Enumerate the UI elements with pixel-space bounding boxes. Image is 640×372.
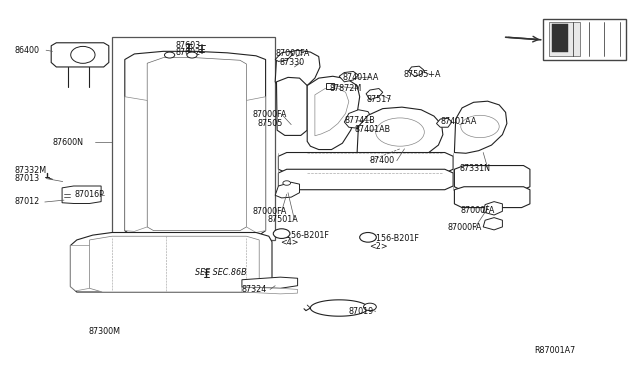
Circle shape: [283, 181, 291, 185]
Circle shape: [360, 232, 376, 242]
Text: 87401AA: 87401AA: [342, 73, 379, 81]
Text: 87332M: 87332M: [14, 166, 46, 175]
Text: 87300M: 87300M: [88, 327, 120, 336]
Text: <2>: <2>: [369, 242, 388, 251]
Polygon shape: [278, 169, 453, 190]
Text: 87000FA: 87000FA: [461, 206, 495, 215]
Polygon shape: [62, 186, 101, 203]
Polygon shape: [70, 246, 90, 291]
Text: 87016P: 87016P: [74, 190, 104, 199]
Polygon shape: [326, 83, 334, 89]
Polygon shape: [246, 97, 266, 232]
Text: 87331N: 87331N: [460, 164, 490, 173]
Polygon shape: [315, 88, 349, 136]
Text: 87741B: 87741B: [344, 116, 375, 125]
Polygon shape: [51, 43, 109, 67]
Polygon shape: [275, 50, 320, 93]
Polygon shape: [70, 232, 272, 292]
Text: 87602: 87602: [176, 48, 201, 57]
Text: R87001A7: R87001A7: [534, 346, 575, 355]
Polygon shape: [307, 76, 360, 150]
Circle shape: [461, 115, 499, 138]
Polygon shape: [357, 125, 370, 134]
Polygon shape: [454, 187, 530, 208]
Text: <4>: <4>: [280, 238, 298, 247]
Polygon shape: [242, 277, 298, 288]
Polygon shape: [125, 51, 266, 235]
Text: 87000FA: 87000FA: [448, 223, 483, 232]
Polygon shape: [344, 110, 371, 128]
Text: SEE SEC.86B: SEE SEC.86B: [195, 268, 247, 277]
Text: 87324: 87324: [242, 285, 267, 294]
Polygon shape: [357, 107, 443, 158]
Polygon shape: [436, 118, 452, 127]
Text: 08156-B201F: 08156-B201F: [276, 231, 330, 240]
Text: 87000FA: 87000FA: [253, 207, 287, 216]
Polygon shape: [552, 24, 568, 52]
Polygon shape: [454, 166, 530, 190]
Polygon shape: [483, 218, 502, 230]
Circle shape: [376, 118, 424, 146]
Text: 87330: 87330: [280, 58, 305, 67]
Polygon shape: [278, 153, 453, 173]
Polygon shape: [242, 287, 298, 294]
Text: 08156-B201F: 08156-B201F: [366, 234, 419, 243]
Polygon shape: [549, 22, 580, 56]
Text: B: B: [365, 235, 371, 240]
Polygon shape: [125, 97, 147, 231]
Text: 87600N: 87600N: [52, 138, 83, 147]
Polygon shape: [339, 71, 358, 82]
Bar: [112, 37, 275, 240]
Circle shape: [364, 303, 376, 311]
Text: 87012: 87012: [14, 198, 39, 206]
Text: 87872M: 87872M: [330, 84, 362, 93]
Polygon shape: [366, 89, 383, 100]
Circle shape: [164, 52, 175, 58]
Bar: [543, 19, 626, 60]
Text: 86400: 86400: [14, 46, 39, 55]
Text: 87000FA: 87000FA: [253, 110, 287, 119]
Text: 87401AA: 87401AA: [440, 117, 477, 126]
Text: 87501A: 87501A: [268, 215, 298, 224]
Text: 87013: 87013: [14, 174, 39, 183]
Polygon shape: [276, 77, 307, 135]
Text: 87000FA: 87000FA: [275, 49, 310, 58]
Polygon shape: [275, 182, 300, 198]
Polygon shape: [408, 66, 424, 76]
Polygon shape: [483, 202, 502, 215]
Text: 87603: 87603: [176, 41, 201, 50]
Text: 87505+A: 87505+A: [403, 70, 441, 79]
Ellipse shape: [70, 46, 95, 63]
Text: 87401AB: 87401AB: [355, 125, 390, 134]
Text: B: B: [279, 231, 284, 236]
Polygon shape: [90, 236, 259, 292]
Text: 87517: 87517: [367, 95, 392, 104]
Text: 87019: 87019: [349, 307, 374, 316]
Polygon shape: [454, 101, 507, 153]
Circle shape: [187, 52, 197, 58]
Polygon shape: [275, 51, 293, 61]
Text: 87505: 87505: [258, 119, 284, 128]
Circle shape: [273, 229, 290, 238]
Text: 87400: 87400: [370, 156, 395, 165]
Polygon shape: [147, 58, 246, 231]
